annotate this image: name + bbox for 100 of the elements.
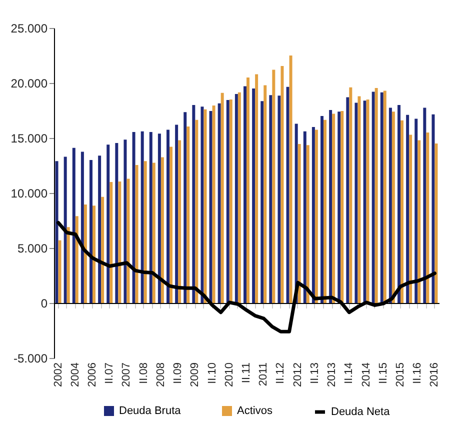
- bar: [75, 216, 78, 303]
- x-tick-label: 2002: [52, 362, 64, 387]
- bar: [132, 132, 136, 303]
- bar: [118, 181, 122, 303]
- bar: [374, 88, 378, 303]
- bar: [92, 206, 96, 303]
- bar: [418, 140, 421, 303]
- bar: [280, 66, 284, 303]
- bar: [372, 92, 375, 303]
- bar: [178, 140, 182, 303]
- bar: [332, 114, 336, 303]
- bar: [106, 144, 110, 303]
- bar: [380, 92, 384, 303]
- bar: [110, 182, 113, 303]
- x-tick-label: 2016: [428, 362, 441, 387]
- legend-label: Activos: [237, 405, 273, 417]
- x-tick-label: 2006: [86, 362, 98, 387]
- bar: [238, 92, 241, 303]
- bar: [324, 120, 326, 303]
- x-tick-label: II.15: [377, 362, 390, 384]
- bar: [294, 124, 298, 303]
- bar: [218, 103, 221, 303]
- x-tick-label: 2008: [154, 362, 167, 387]
- y-tick-label: 10.000: [10, 186, 48, 200]
- bar: [149, 132, 152, 303]
- y-tick-label: 5.000: [17, 242, 48, 256]
- bar: [212, 106, 216, 303]
- bar: [329, 110, 332, 303]
- bar: [58, 240, 62, 303]
- bar: [160, 157, 164, 303]
- bar: [314, 130, 318, 303]
- x-tick-label: 2012: [292, 362, 304, 387]
- x-tick-label: 2011: [258, 362, 270, 386]
- bar: [260, 101, 264, 303]
- bar: [234, 94, 238, 303]
- y-tick-label: 15.000: [10, 132, 48, 146]
- bar: [158, 134, 161, 303]
- x-tick-label: 2010: [223, 362, 236, 387]
- x-tick-label: 2007: [120, 362, 133, 387]
- bar: [244, 86, 246, 303]
- bar: [432, 114, 435, 303]
- legend-label: Deuda Neta: [331, 406, 391, 418]
- bar: [320, 116, 324, 303]
- bar: [392, 112, 395, 303]
- bar: [80, 152, 84, 303]
- x-tick-label: II.12: [274, 362, 287, 384]
- x-tick-label: II.14: [343, 362, 356, 384]
- bar: [349, 87, 352, 303]
- bar: [192, 105, 196, 303]
- bar: [303, 131, 306, 303]
- bar: [312, 127, 315, 303]
- bar: [383, 90, 386, 303]
- bar: [255, 74, 258, 303]
- bar: [184, 112, 187, 303]
- bar: [124, 140, 127, 303]
- bar: [346, 97, 350, 303]
- bar: [400, 120, 404, 303]
- bar: [423, 108, 426, 303]
- bar: [135, 164, 138, 303]
- bar: [126, 178, 130, 303]
- bar: [434, 144, 438, 303]
- bar: [209, 111, 212, 303]
- x-tick-label: II.08: [138, 362, 150, 384]
- bar: [195, 120, 198, 303]
- bar: [229, 100, 232, 303]
- bar: [220, 92, 224, 303]
- bar: [264, 85, 267, 303]
- bar: [66, 227, 70, 303]
- bar: [388, 108, 392, 303]
- bar: [246, 78, 250, 303]
- bar: [278, 96, 281, 303]
- x-tick-label: 2015: [394, 362, 406, 387]
- bar: [306, 145, 310, 303]
- bar: [269, 95, 272, 303]
- x-tick-label: 2004: [69, 362, 82, 387]
- bar: [286, 86, 290, 303]
- y-tick-label: 25.000: [10, 22, 48, 36]
- bar: [358, 96, 361, 303]
- bar: [204, 109, 207, 303]
- bar: [354, 102, 358, 303]
- x-tick-label: II.10: [206, 362, 218, 384]
- bar: [144, 161, 147, 303]
- bar: [90, 160, 92, 303]
- bar: [363, 100, 366, 303]
- bar: [200, 106, 204, 303]
- bar: [101, 196, 104, 303]
- x-tick-label: II.07: [104, 362, 116, 384]
- bar: [414, 118, 418, 303]
- bar: [64, 156, 67, 303]
- bar: [84, 204, 87, 303]
- bar: [340, 111, 344, 303]
- x-tick-label: 2009: [189, 362, 202, 387]
- x-tick-label: II.09: [172, 362, 184, 384]
- bar: [409, 134, 412, 303]
- bar: [140, 131, 144, 303]
- bar: [272, 70, 276, 303]
- bar: [186, 126, 190, 303]
- x-tick-label: II.11: [240, 362, 252, 384]
- y-tick-label: 20.000: [10, 76, 48, 90]
- bar: [98, 156, 102, 303]
